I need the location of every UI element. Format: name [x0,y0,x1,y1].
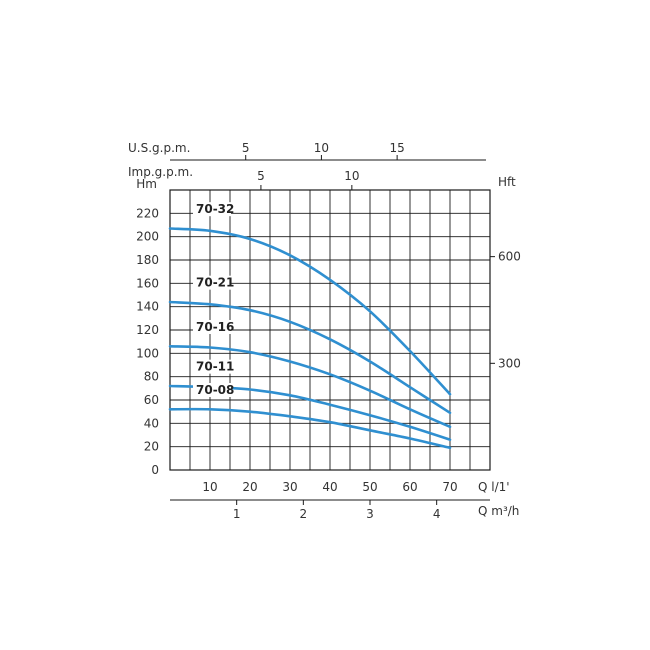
x-tick-label-m3h: 3 [366,507,374,521]
y-tick-label: 0 [151,463,159,477]
series-label-bg [193,383,231,397]
series-label-bg [193,359,231,374]
y-tick-label: 40 [144,416,159,430]
x-axis-label-usgpm: U.S.g.p.m. [128,141,190,155]
y-tick-label: 60 [144,393,159,407]
y-tick-label: 20 [144,440,159,454]
x-tick-label-m3h: 1 [233,507,241,521]
series-label-text: 70-08 [196,383,234,397]
y-tick-label: 160 [136,276,159,290]
x-axis-label-m3h: Q m³/h [478,504,519,518]
x-tick-label-usgpm: 10 [314,141,329,155]
y-tick-label: 180 [136,253,159,267]
x-tick-label-lpm: 70 [442,480,457,494]
y-tick-label: 200 [136,230,159,244]
series-label-text: 70-16 [196,320,234,334]
x-axis-label-lpm: Q l/1' [478,480,510,494]
x-tick-label-lpm: 60 [402,480,417,494]
x-tick-label-lpm: 10 [202,480,217,494]
series-label-bg [193,320,231,334]
series-label-70-11: 70-11 [193,359,234,374]
series-line-70-16 [168,345,452,429]
y-tick-label: 100 [136,346,159,360]
series-label-70-32: 70-32 [193,202,234,217]
series-label-70-08: 70-08 [193,383,234,397]
y-tick-label: 80 [144,370,159,384]
x-axis-label-impgpm: Imp.g.p.m. [128,165,193,179]
x-tick-label-m3h: 4 [433,507,441,521]
axes [170,155,495,505]
x-tick-label-impgpm: 5 [257,169,265,183]
x-tick-label-usgpm: 15 [389,141,404,155]
x-tick-label-lpm: 50 [362,480,377,494]
x-tick-label-lpm: 20 [242,480,257,494]
x-tick-label-usgpm: 5 [242,141,250,155]
series-line-70-32 [168,227,452,396]
x-tick-label-m3h: 2 [300,507,308,521]
x-tick-label-lpm: 40 [322,480,337,494]
series-line-70-08 [168,407,452,450]
y-right-tick-label: 600 [498,250,521,264]
series-label-bg [193,202,231,217]
y-right-tick-label: 300 [498,356,521,370]
series-label-70-21: 70-21 [193,275,234,290]
series-label-text: 70-11 [196,360,234,374]
series-label-70-16: 70-16 [193,320,234,334]
x-tick-label-impgpm: 10 [344,169,359,183]
series-label-text: 70-21 [196,276,234,290]
y-tick-label: 140 [136,300,159,314]
series-label-text: 70-32 [196,202,234,216]
y-tick-label: 120 [136,323,159,337]
series-line-70-21 [168,300,452,415]
x-tick-label-lpm: 30 [282,480,297,494]
y-right-axis-label: Hft [498,175,516,189]
series-label-bg [193,275,231,290]
y-axis-label: Hm [136,177,157,191]
y-tick-label: 220 [136,206,159,220]
